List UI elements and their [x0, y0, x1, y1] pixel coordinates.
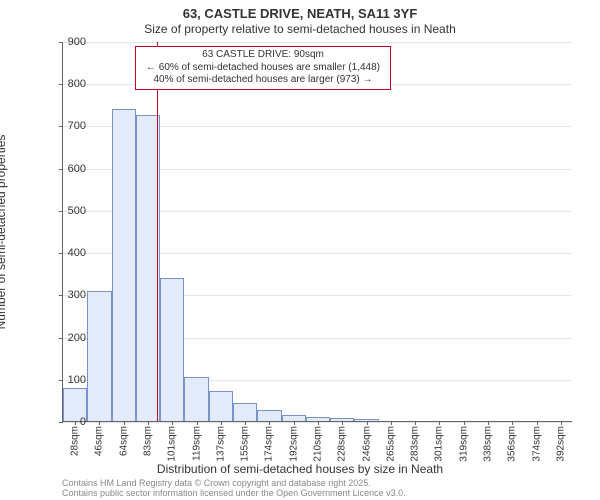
- x-tick-mark: [294, 421, 295, 425]
- x-tick-label: 228sqm: [337, 426, 348, 462]
- chart-title: 63, CASTLE DRIVE, NEATH, SA11 3YF: [0, 6, 600, 21]
- x-tick-label: 119sqm: [191, 426, 202, 461]
- x-tick-label: 356sqm: [507, 426, 518, 462]
- histogram-bar: [136, 115, 160, 421]
- x-tick-label: 319sqm: [458, 426, 469, 462]
- x-tick-mark: [391, 421, 392, 425]
- x-tick-mark: [464, 421, 465, 425]
- x-tick-mark: [197, 421, 198, 425]
- x-tick-label: 246sqm: [361, 426, 372, 462]
- x-tick-mark: [318, 421, 319, 425]
- x-tick-label: 392sqm: [555, 426, 566, 462]
- y-tick-label: 300: [46, 289, 86, 301]
- histogram-bar: [87, 291, 111, 421]
- histogram-bar: [209, 391, 233, 421]
- x-tick-label: 101sqm: [167, 426, 178, 462]
- gridline: [63, 42, 572, 43]
- x-tick-mark: [488, 421, 489, 425]
- x-tick-label: 338sqm: [483, 426, 494, 462]
- annotation-line: 63 CASTLE DRIVE: 90sqm: [138, 49, 388, 62]
- y-tick-label: 200: [46, 332, 86, 344]
- x-tick-label: 374sqm: [531, 426, 542, 462]
- footer-line-1: Contains HM Land Registry data © Crown c…: [62, 478, 406, 488]
- x-tick-mark: [221, 421, 222, 425]
- x-tick-label: 192sqm: [288, 426, 299, 462]
- y-tick-label: 900: [46, 36, 86, 48]
- histogram-chart: 63, CASTLE DRIVE, NEATH, SA11 3YF Size o…: [0, 0, 600, 500]
- x-tick-mark: [561, 421, 562, 425]
- reference-line: [157, 42, 158, 421]
- annotation-line: 40% of semi-detached houses are larger (…: [138, 74, 388, 87]
- x-tick-mark: [537, 421, 538, 425]
- x-tick-label: 301sqm: [434, 426, 445, 462]
- y-axis-title: Number of semi-detached properties: [0, 135, 8, 330]
- histogram-bar: [257, 410, 281, 421]
- x-tick-mark: [367, 421, 368, 425]
- x-tick-mark: [245, 421, 246, 425]
- x-tick-label: 28sqm: [70, 426, 81, 456]
- y-tick-label: 800: [46, 78, 86, 90]
- x-tick-label: 210sqm: [313, 426, 324, 462]
- x-tick-mark: [172, 421, 173, 425]
- y-tick-label: 0: [46, 416, 86, 428]
- histogram-bar: [184, 377, 208, 421]
- y-tick-label: 500: [46, 205, 86, 217]
- annotation-line: ← 60% of semi-detached houses are smalle…: [138, 62, 388, 75]
- x-tick-mark: [99, 421, 100, 425]
- footer-line-2: Contains public sector information licen…: [62, 488, 406, 498]
- x-tick-label: 174sqm: [264, 426, 275, 462]
- x-tick-label: 137sqm: [215, 426, 226, 462]
- histogram-bar: [233, 403, 257, 421]
- footer-attribution: Contains HM Land Registry data © Crown c…: [62, 478, 406, 498]
- y-tick-label: 600: [46, 163, 86, 175]
- y-tick-label: 400: [46, 247, 86, 259]
- y-tick-label: 700: [46, 120, 86, 132]
- x-tick-mark: [342, 421, 343, 425]
- chart-subtitle: Size of property relative to semi-detach…: [0, 22, 600, 36]
- x-tick-mark: [148, 421, 149, 425]
- x-tick-label: 265sqm: [385, 426, 396, 462]
- x-tick-mark: [415, 421, 416, 425]
- y-tick-label: 100: [46, 374, 86, 386]
- histogram-bar: [160, 278, 184, 421]
- histogram-bar: [112, 109, 136, 421]
- x-tick-mark: [124, 421, 125, 425]
- x-tick-label: 64sqm: [118, 426, 129, 456]
- plot-area: 28sqm46sqm64sqm83sqm101sqm119sqm137sqm15…: [62, 42, 572, 422]
- x-tick-mark: [512, 421, 513, 425]
- x-tick-label: 46sqm: [94, 426, 105, 456]
- annotation-box: 63 CASTLE DRIVE: 90sqm← 60% of semi-deta…: [135, 46, 391, 90]
- x-tick-label: 83sqm: [143, 426, 154, 456]
- x-tick-label: 155sqm: [240, 426, 251, 462]
- x-tick-mark: [439, 421, 440, 425]
- x-tick-mark: [269, 421, 270, 425]
- x-axis-title: Distribution of semi-detached houses by …: [0, 462, 600, 476]
- x-tick-label: 283sqm: [410, 426, 421, 462]
